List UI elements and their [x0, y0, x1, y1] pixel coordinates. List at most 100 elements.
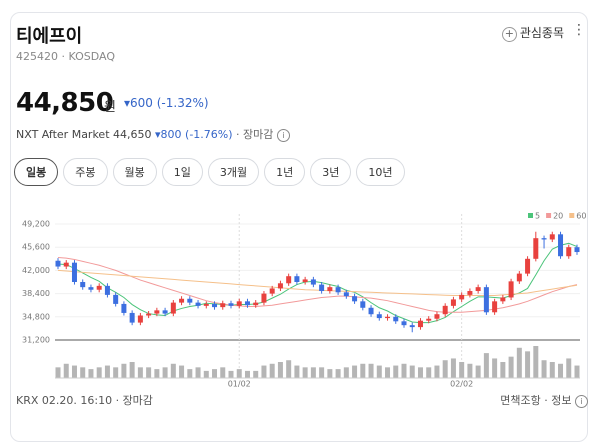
volume-bar [55, 367, 61, 378]
candle-body [129, 312, 135, 323]
market-status: · 장마감 [236, 128, 274, 141]
volume-bar [121, 363, 127, 378]
period-tabs: 일봉 주봉 월봉 1일 3개월 1년 3년 10년 [14, 158, 405, 186]
period-tab[interactable]: 10년 [356, 158, 405, 186]
more-menu[interactable]: ⋮ [572, 22, 586, 38]
candle-body [434, 314, 440, 319]
volume-bar [574, 365, 580, 378]
volume-bar [368, 363, 374, 378]
period-tab[interactable]: 3년 [310, 158, 352, 186]
volume-bar [71, 365, 77, 378]
volume-bar [376, 365, 382, 378]
candle-body [558, 234, 564, 257]
candle-body [426, 318, 432, 321]
period-tab[interactable]: 1년 [264, 158, 306, 186]
volume-bar [63, 363, 69, 378]
candle-body [88, 287, 94, 290]
candle-body [170, 302, 176, 314]
candle-body [319, 284, 325, 292]
page: 티에프이 425420 · KOSDAQ + 관심종목 ⋮ 44,850 원 ▾6… [10, 12, 588, 442]
period-tab[interactable]: 월봉 [112, 158, 157, 186]
candle-body [154, 310, 160, 314]
y-tick-label: 45,600 [22, 243, 50, 252]
volume-bar [343, 367, 349, 378]
volume-bar [541, 360, 547, 378]
candle-body [63, 262, 69, 267]
candle-body [212, 303, 218, 308]
info-icon[interactable]: i [575, 394, 588, 408]
volume-bar [549, 362, 555, 378]
period-tab[interactable]: 1일 [161, 158, 203, 186]
candle-body [475, 287, 481, 292]
watchlist-button[interactable]: + 관심종목 [501, 24, 564, 42]
x-tick-label: 02/02 [450, 380, 473, 389]
candle-body [286, 276, 292, 284]
candle-body [549, 234, 555, 240]
candle-body [442, 305, 448, 315]
volume-bar [459, 362, 465, 378]
volume-bar [426, 367, 432, 378]
candle-body [376, 314, 382, 319]
price-change: ▾600 (-1.32%) [124, 96, 209, 110]
candle-body [467, 291, 473, 295]
volume-bar [294, 365, 300, 378]
volume-bar [508, 356, 514, 378]
ma-line [57, 257, 578, 313]
candle-body [360, 301, 366, 308]
legend-label: 60 [576, 212, 586, 221]
volume-bar [335, 369, 341, 378]
candle-body [80, 282, 86, 288]
candle-body [236, 301, 242, 306]
after-market-change: ▾800 (-1.76%) [155, 128, 233, 141]
candle-body [71, 262, 77, 282]
volume-bar [179, 365, 185, 378]
candle-body [253, 302, 259, 306]
volume-bar [492, 358, 498, 378]
after-market-label: NXT After Market [16, 128, 110, 141]
volume-bar [558, 363, 564, 378]
disclaimer[interactable]: 면책조항 · 정보 [500, 394, 572, 407]
volume-bar [203, 370, 209, 378]
candle-body [393, 316, 399, 322]
volume-bar [154, 369, 160, 378]
candle-body [516, 273, 522, 282]
chart: 49,200 45,600 42,000 38,400 34,800 31,200 01/0… [22, 212, 586, 389]
volume-bar [393, 365, 399, 378]
footer-links[interactable]: 면책조항 · 정보 i [500, 392, 588, 408]
period-tab[interactable]: 일봉 [14, 158, 59, 186]
legend-swatch [569, 213, 575, 218]
period-tab[interactable]: 주봉 [63, 158, 108, 186]
legend-swatch [546, 213, 552, 218]
candle-body [261, 293, 267, 303]
x-tick-label: 01/02 [228, 380, 251, 389]
footer-time: KRX 02.20. 16:10 · 장마감 [16, 394, 153, 407]
volume-bar [401, 363, 407, 378]
volume-bar [500, 362, 506, 378]
y-tick-label: 38,400 [22, 289, 50, 298]
candle-body [409, 325, 415, 328]
volume-bar [244, 370, 250, 378]
volume-bar [253, 370, 259, 378]
candle-body [146, 313, 152, 316]
ma-line [57, 269, 578, 297]
volume-bar [261, 365, 267, 378]
volume-bar [286, 360, 292, 378]
legend-label: 20 [553, 212, 563, 221]
candle-body [302, 279, 308, 282]
volume-bar [137, 367, 143, 378]
volume-bar [310, 367, 316, 378]
candle-body [244, 301, 250, 306]
volume-bar [475, 365, 481, 378]
candle-body [269, 288, 275, 294]
candle-body [368, 307, 374, 315]
watchlist-label[interactable]: 관심종목 [519, 26, 564, 40]
y-tick-label: 42,000 [22, 266, 50, 275]
period-tab[interactable]: 3개월 [207, 158, 260, 186]
candle-body [450, 299, 456, 306]
candle-body [195, 302, 201, 306]
volume-bar [96, 367, 102, 378]
volume-bar [360, 363, 366, 378]
volume-bar [450, 358, 456, 378]
info-icon[interactable]: i [276, 128, 290, 142]
volume-bar [409, 365, 415, 378]
